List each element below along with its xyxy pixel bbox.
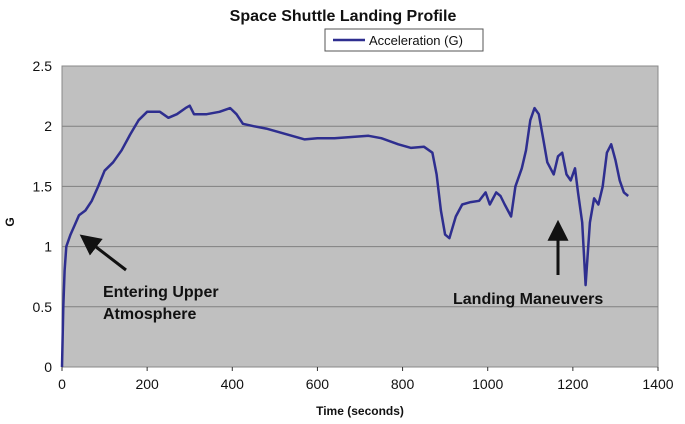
x-axis-ticks: 0 200 400 600 800 1000 1200 1400 [58,367,674,392]
y-axis-label: G [3,217,17,226]
y-tick-label: 2 [44,118,52,134]
x-tick-label: 1200 [557,376,588,392]
legend-label: Acceleration (G) [369,33,463,48]
x-tick-label: 1000 [472,376,503,392]
annotation-entering-atmosphere: Entering Upper Atmosphere [79,234,219,323]
x-tick-label: 400 [221,376,245,392]
y-tick-label: 0 [44,359,52,375]
x-tick-label: 200 [135,376,159,392]
legend: Acceleration (G) [324,28,484,52]
series-line-acceleration [60,104,630,368]
y-axis-ticks: 0 0.5 1 1.5 2 2.5 [33,58,53,375]
annotation-arrow [79,234,127,272]
x-tick-label: 800 [391,376,415,392]
annotation-text: Entering Upper [103,284,219,301]
x-tick-label: 0 [58,376,66,392]
x-tick-label: 600 [306,376,330,392]
y-tick-label: 0.5 [33,299,53,315]
legend-box [324,28,484,52]
y-tick-label: 1 [44,239,52,255]
plot-area [61,65,659,368]
x-axis-label: Time (seconds) [316,404,404,418]
y-tick-label: 1.5 [33,178,53,194]
annotation-text: Atmosphere [103,306,196,323]
annotation-landing-maneuvers: Landing Maneuvers [453,219,603,308]
annotation-text: Landing Maneuvers [453,291,603,308]
y-tick-label: 2.5 [33,58,53,74]
x-tick-label: 1400 [642,376,673,392]
chart-title: Space Shuttle Landing Profile [230,8,457,25]
